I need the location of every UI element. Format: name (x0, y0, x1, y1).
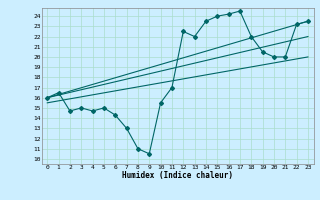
X-axis label: Humidex (Indice chaleur): Humidex (Indice chaleur) (122, 171, 233, 180)
